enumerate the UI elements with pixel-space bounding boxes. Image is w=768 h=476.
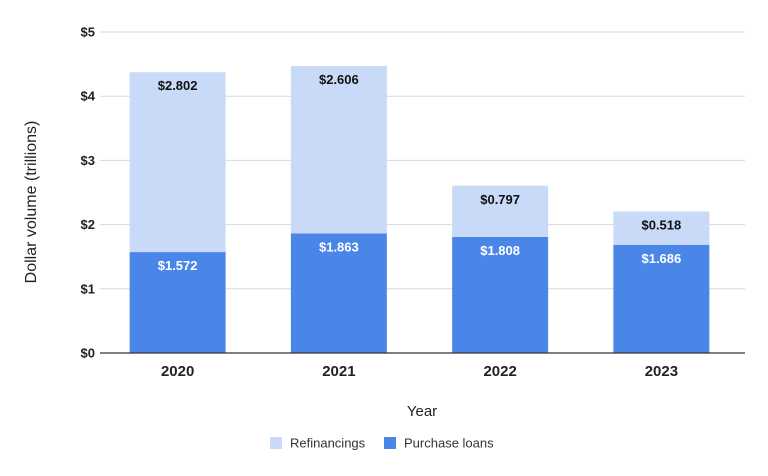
data-label: $1.572 [158,258,198,273]
bars: $1.572 $2.802 $1.863 $2.606 $1.808 $0.797 $1.6… [129,66,710,353]
legend-swatch [270,437,282,449]
y-tick-label: $0 [81,346,95,361]
y-tick-label: $3 [81,153,95,168]
bar-refinancings-2021 [290,66,387,234]
y-tick-label: $1 [81,281,95,296]
data-label: $1.863 [319,239,359,254]
bar-purchase-loans-2020 [129,252,226,353]
data-label: $1.686 [641,251,681,266]
y-tick-label: $5 [81,25,95,40]
bar-refinancings-2022 [452,185,549,237]
legend-label: Purchase loans [404,436,494,451]
bar-purchase-loans-2023 [613,244,710,353]
y-axis-title: Dollar volume (trillions) [23,121,40,284]
legend-swatch [384,437,396,449]
x-tick-label: 2020 [161,363,194,380]
bar-refinancings-2023 [613,211,710,245]
y-tick-label: $4 [81,89,96,104]
data-label: $2.802 [158,78,198,93]
legend: Refinancings Purchase loans [270,436,494,451]
data-label: $0.518 [641,218,681,233]
x-tick-label: 2021 [322,363,355,380]
x-axis-title: Year [407,403,437,420]
bar-refinancings-2020 [129,72,226,253]
y-tick-label: $2 [81,217,95,232]
data-label: $2.606 [319,72,359,87]
y-axis-ticks: $0 $1 $2 $3 $4 $5 [81,25,96,361]
data-label: $0.797 [480,192,520,207]
x-tick-label: 2023 [645,363,678,380]
bar-purchase-loans-2021 [290,233,387,353]
bar-purchase-loans-2022 [452,236,549,353]
data-label: $1.808 [480,243,520,258]
legend-label: Refinancings [290,436,366,451]
x-axis-ticks: 2020 2021 2022 2023 [161,363,678,380]
x-tick-label: 2022 [483,363,516,380]
